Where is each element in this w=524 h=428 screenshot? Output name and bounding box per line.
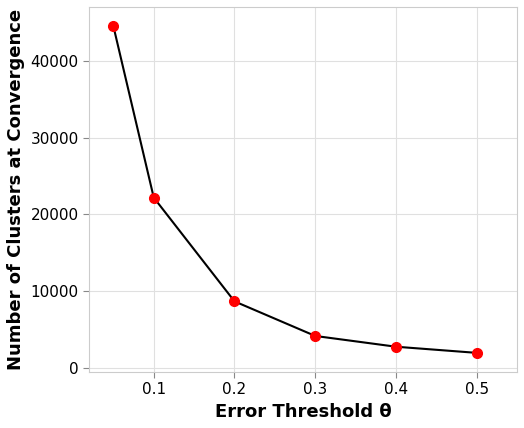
Point [473, 349, 481, 356]
Point [149, 194, 158, 201]
Point [392, 343, 400, 350]
Point [311, 333, 320, 339]
Y-axis label: Number of Clusters at Convergence: Number of Clusters at Convergence [7, 9, 25, 370]
X-axis label: Error Threshold θ: Error Threshold θ [215, 403, 391, 421]
Point [109, 23, 117, 30]
Point [230, 298, 238, 305]
